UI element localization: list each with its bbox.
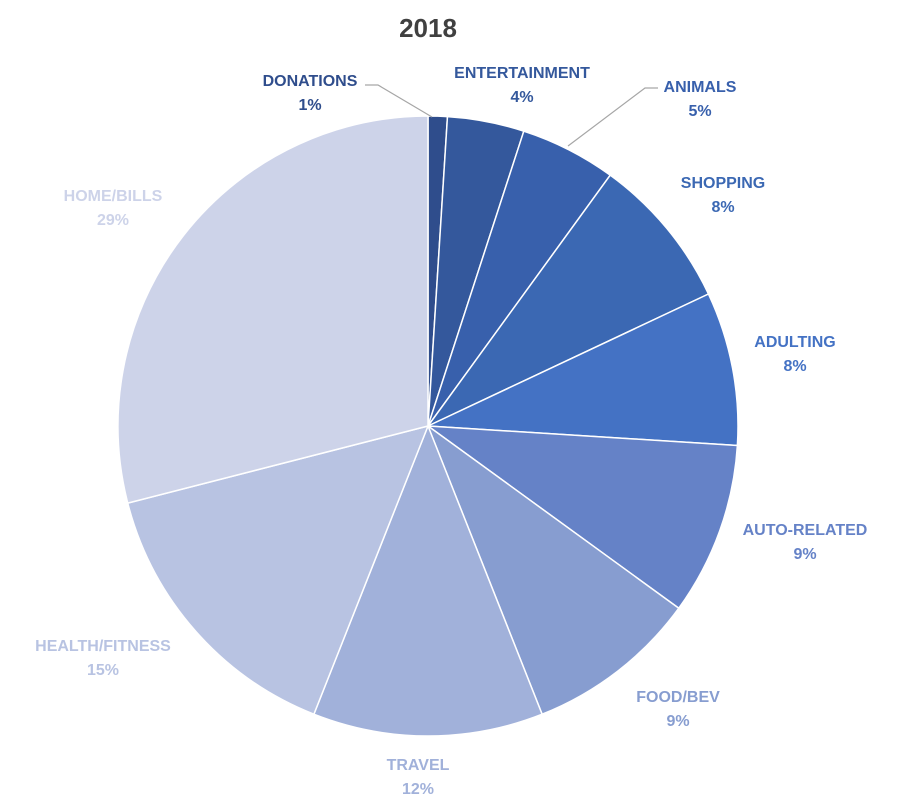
- leader-line: [567, 87, 658, 147]
- slice-label: ANIMALS: [664, 79, 737, 96]
- slice-value-label: 9%: [793, 546, 816, 563]
- slice-value-label: 12%: [402, 781, 434, 798]
- slice-value-label: 8%: [711, 199, 734, 216]
- slice-value-label: 15%: [87, 662, 119, 679]
- pie-slice-home-bills: [117, 115, 429, 505]
- slice-label: HEALTH/FITNESS: [35, 638, 171, 655]
- pie-slice-travel: [312, 423, 544, 737]
- pie-slice-food-bev: [426, 423, 680, 716]
- slice-label: HOME/BILLS: [64, 188, 163, 205]
- slice-value-label: 5%: [688, 103, 711, 120]
- slice-value-label: 8%: [783, 358, 806, 375]
- slice-label: FOOD/BEV: [636, 689, 720, 706]
- slice-label: ADULTING: [754, 334, 835, 351]
- leader-line: [365, 84, 433, 118]
- slice-label: AUTO-RELATED: [743, 522, 868, 539]
- leader-lines: [365, 84, 658, 147]
- pie-slices: [117, 115, 739, 737]
- pie-slice-auto-related: [425, 425, 739, 610]
- pie-slice-adulting: [427, 293, 739, 447]
- slice-label: ENTERTAINMENT: [454, 65, 590, 82]
- pie-slice-health-fitness: [126, 424, 430, 716]
- slice-label: TRAVEL: [387, 757, 450, 774]
- pie-slice-shopping: [427, 174, 710, 427]
- chart-title: 2018: [399, 13, 457, 43]
- slice-value-label: 29%: [97, 212, 129, 229]
- slice-value-label: 1%: [298, 97, 321, 114]
- slice-label: SHOPPING: [681, 175, 765, 192]
- slice-value-label: 9%: [666, 713, 689, 730]
- slice-labels: DONATIONS 1% ENTERTAINMENT 4% ANIMALS 5% SHOPP…: [35, 65, 867, 798]
- slice-value-label: 4%: [510, 89, 533, 106]
- slice-label: DONATIONS: [263, 73, 358, 90]
